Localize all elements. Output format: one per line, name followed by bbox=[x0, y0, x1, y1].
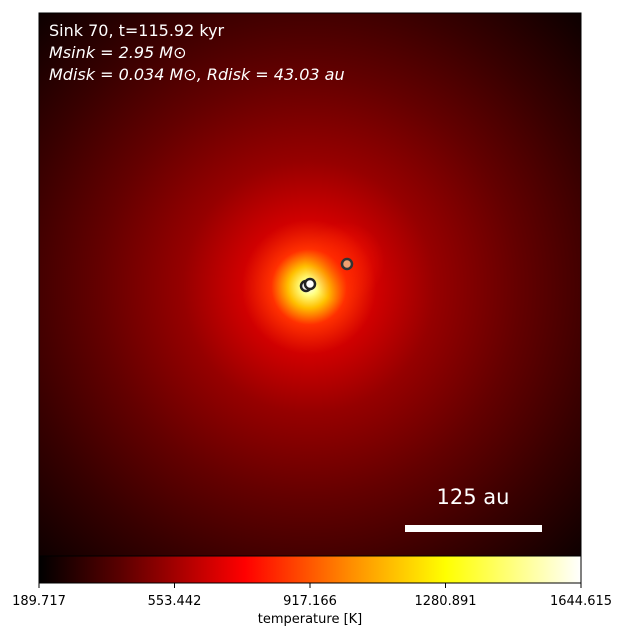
colorbar-label: temperature [K] bbox=[258, 612, 363, 627]
colorbar bbox=[38, 555, 582, 584]
scale-bar bbox=[405, 525, 542, 532]
colorbar-tick-label: 1280.891 bbox=[414, 594, 476, 609]
colorbar-ticks: 189.717 553.442 917.166 1280.891 1644.615 bbox=[12, 583, 612, 609]
sink bbox=[303, 277, 317, 291]
colorbar-tick-label: 917.166 bbox=[283, 594, 337, 609]
annotation: Mdisk = 0.034 M⊙, Rdisk = 43.03 au bbox=[49, 65, 345, 84]
colorbar-tick-label: 553.442 bbox=[148, 594, 202, 609]
colorbar-tick-label: 189.717 bbox=[12, 594, 66, 609]
colorbar-tick-label: 1644.615 bbox=[550, 594, 612, 609]
sink bbox=[340, 257, 354, 271]
annotation: Sink 70, t=115.92 kyr bbox=[49, 21, 225, 40]
scale-bar-label: 125 au bbox=[437, 485, 510, 509]
annotation: Msink = 2.95 M⊙ bbox=[49, 43, 187, 62]
